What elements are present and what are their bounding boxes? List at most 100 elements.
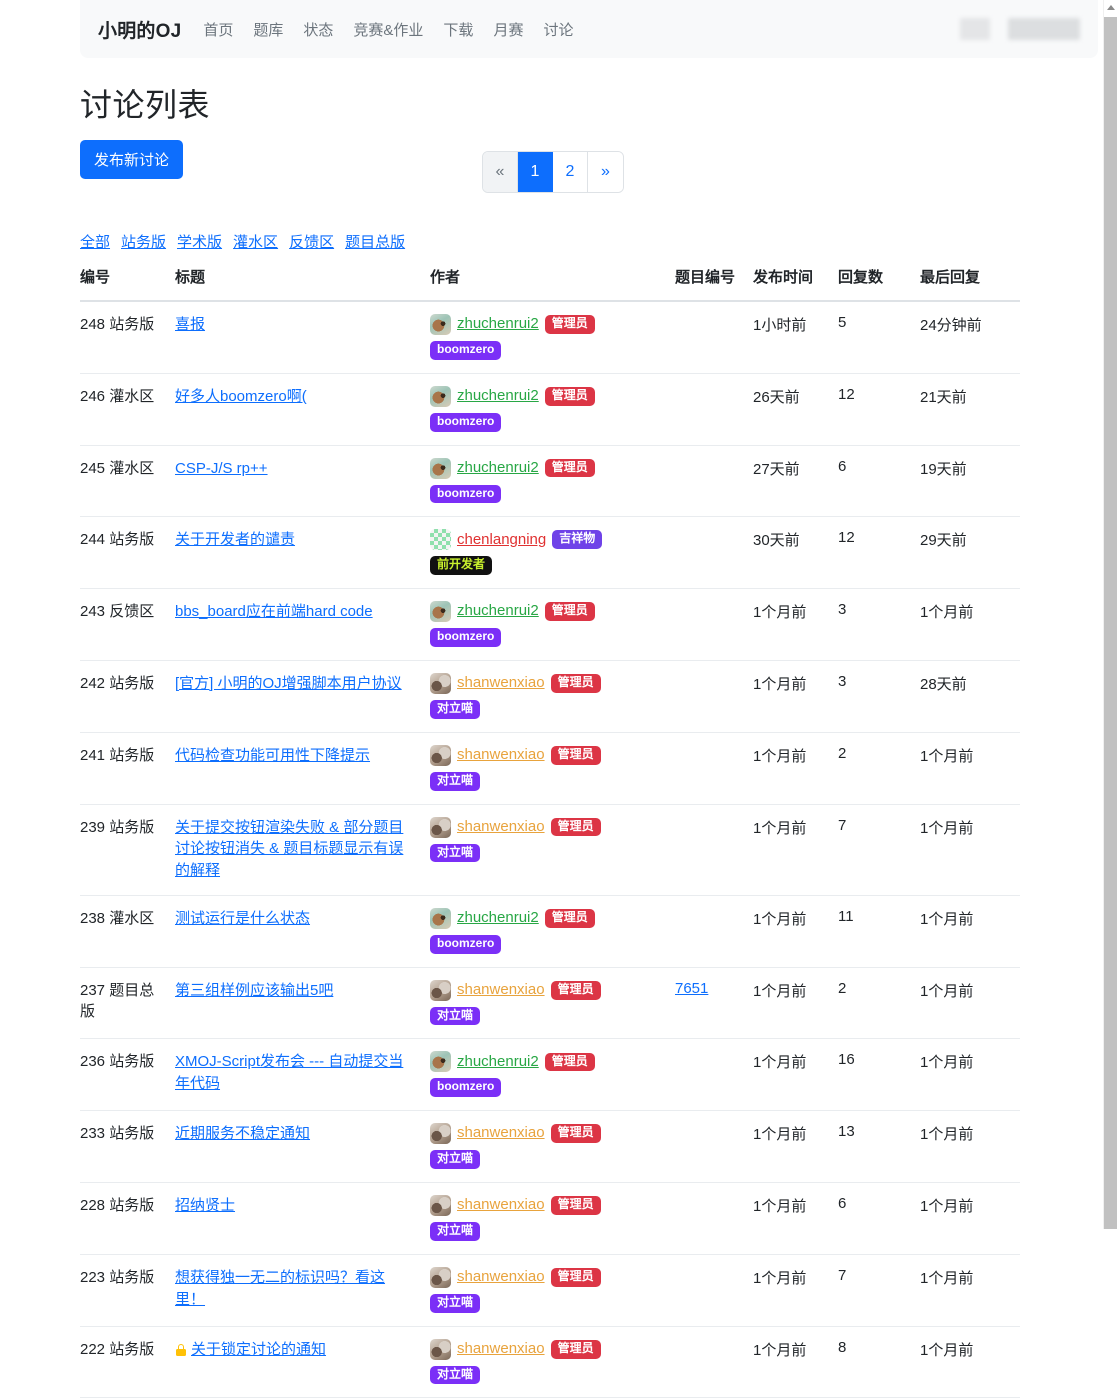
cell-title: CSP-J/S rp++ (175, 445, 430, 518)
cell-reply-count: 8 (838, 1326, 920, 1398)
nav-link-problems[interactable]: 题库 (253, 21, 284, 39)
discussion-title-link[interactable]: 好多人boomzero啊( (175, 387, 307, 405)
discussion-title-link[interactable]: XMOJ-Script发布会 --- 自动提交当年代码 (175, 1053, 404, 1093)
cell-last-reply: 19天前 (920, 445, 1020, 518)
cell-created-time: 30天前 (753, 516, 838, 590)
author-username-link[interactable]: zhuchenrui2 (457, 909, 539, 927)
discussion-title-link[interactable]: [官方] 小明的OJ增强脚本用户协议 (175, 674, 402, 692)
author-username-link[interactable]: zhuchenrui2 (457, 458, 539, 476)
author-block: zhuchenrui2 管理员 boomzero (430, 601, 675, 647)
author-username-link[interactable]: zhuchenrui2 (457, 315, 539, 333)
avatar (430, 314, 451, 335)
author-username-link[interactable]: shanwenxiao (457, 1339, 545, 1357)
pagination-page-2[interactable]: 2 (553, 152, 588, 192)
category-filter-academic[interactable]: 学术版 (177, 234, 223, 251)
cell-author: zhuchenrui2 管理员 boomzero (430, 301, 675, 374)
category-filter-offtopic[interactable]: 灌水区 (233, 234, 279, 251)
discussion-title-link[interactable]: 关于提交按钮渲染失败 & 部分题目讨论按钮消失 & 题目标题显示有误的解释 (175, 818, 404, 880)
table-row: 243 反馈区 bbs_board应在前端hard code zhuchenrui2… (80, 588, 1020, 661)
cell-reply-count: 5 (838, 301, 920, 374)
discussion-title-link[interactable]: 想获得独一无二的标识吗？看这里！ (175, 1268, 386, 1308)
author-username-link[interactable]: chenlangning (457, 530, 547, 548)
discussion-title-link[interactable]: 喜报 (175, 316, 206, 333)
cell-problem-id (675, 445, 753, 518)
discussion-title-link[interactable]: bbs_board应在前端hard code (175, 603, 373, 621)
discussion-title-link[interactable]: 关于开发者的谴责 (175, 531, 296, 549)
author-custom-badge: boomzero (430, 934, 502, 954)
cell-problem-id: 7651 (675, 967, 753, 1040)
problem-id-link[interactable]: 7651 (675, 979, 709, 997)
author-username-link[interactable]: shanwenxiao (457, 674, 545, 692)
discussion-title-link[interactable]: 测试运行是什么状态 (175, 909, 311, 927)
navbar-obscured-item-2[interactable] (1008, 18, 1080, 40)
cell-author: shanwenxiao 管理员 对立喵 (430, 660, 675, 733)
cell-created-time: 1个月前 (753, 1110, 838, 1184)
author-name-row: zhuchenrui2 管理员 (430, 601, 675, 623)
cell-id: 233 站务版 (80, 1110, 175, 1184)
author-username-link[interactable]: zhuchenrui2 (457, 602, 539, 620)
cell-last-reply: 1个月前 (920, 1038, 1020, 1112)
navbar-obscured-item-1[interactable] (960, 18, 990, 40)
col-header-replies: 回复数 (838, 266, 920, 302)
avatar (430, 744, 451, 766)
cell-last-reply: 24分钟前 (920, 301, 1020, 374)
cell-id: 242 站务版 (80, 660, 175, 733)
cell-last-reply: 21天前 (920, 373, 1020, 446)
cell-last-reply: 1个月前 (920, 588, 1020, 661)
cell-title: 代码检查功能可用性下降提示 (175, 732, 430, 805)
pagination-prev[interactable]: « (483, 152, 518, 192)
cell-created-time: 1个月前 (753, 967, 838, 1040)
author-username-link[interactable]: shanwenxiao (457, 1196, 545, 1214)
category-filter-site[interactable]: 站务版 (121, 234, 167, 251)
cell-reply-count: 2 (838, 967, 920, 1040)
scrollbar-thumb[interactable] (1104, 17, 1117, 1229)
cell-id: 222 站务版 (80, 1326, 175, 1398)
author-username-link[interactable]: shanwenxiao (457, 1124, 545, 1142)
discussion-title-link[interactable]: 关于锁定讨论的通知 (191, 1340, 327, 1358)
nav-link-home[interactable]: 首页 (203, 21, 234, 39)
author-username-link[interactable]: shanwenxiao (457, 817, 545, 835)
avatar (430, 601, 451, 623)
discussion-title-link[interactable]: 第三组样例应该输出5吧 (175, 981, 334, 999)
nav-link-status[interactable]: 状态 (303, 21, 334, 39)
cell-author: shanwenxiao 管理员 对立喵 (430, 732, 675, 805)
pagination-next[interactable]: » (588, 152, 623, 192)
discussion-title-link[interactable]: 代码检查功能可用性下降提示 (175, 746, 371, 764)
scroll-up-arrow-icon[interactable] (1107, 5, 1115, 10)
cell-author: shanwenxiao 管理员 对立喵 (430, 1326, 675, 1398)
author-role-badge: 管理员 (544, 315, 595, 334)
author-username-link[interactable]: shanwenxiao (457, 980, 545, 998)
col-header-problem-id: 题目编号 (675, 266, 753, 302)
discussion-title-link[interactable]: 招纳贤士 (175, 1197, 236, 1215)
author-username-link[interactable]: shanwenxiao (457, 1268, 545, 1286)
new-discussion-button[interactable]: 发布新讨论 (80, 140, 184, 179)
nav-link-contests[interactable]: 竞赛&作业 (353, 21, 424, 39)
table-row: 241 站务版 代码检查功能可用性下降提示 shanwenxiao 管理员 对立喵 1个月… (80, 732, 1020, 805)
cell-id: 243 反馈区 (80, 588, 175, 661)
cell-created-time: 1个月前 (753, 1326, 838, 1398)
cell-reply-count: 6 (838, 1182, 920, 1255)
category-filter-problems[interactable]: 题目总版 (345, 234, 406, 251)
cell-title: 关于开发者的谴责 (175, 516, 430, 590)
category-filter-feedback[interactable]: 反馈区 (289, 234, 335, 251)
vertical-scrollbar[interactable] (1103, 0, 1118, 1229)
nav-link-monthly[interactable]: 月赛 (493, 21, 524, 39)
discussion-title-link[interactable]: 近期服务不稳定通知 (175, 1125, 311, 1143)
category-filter-all[interactable]: 全部 (80, 234, 111, 251)
nav-link-discuss[interactable]: 讨论 (543, 21, 574, 39)
cell-title: XMOJ-Script发布会 --- 自动提交当年代码 (175, 1038, 430, 1112)
cell-last-reply: 1个月前 (920, 732, 1020, 805)
author-name-row: shanwenxiao 管理员 (430, 672, 675, 694)
site-brand[interactable]: 小明的OJ (98, 20, 182, 42)
avatar (430, 672, 451, 694)
cell-problem-id (675, 895, 753, 968)
author-username-link[interactable]: zhuchenrui2 (457, 387, 539, 405)
cell-author: zhuchenrui2 管理员 boomzero (430, 895, 675, 968)
author-name-row: shanwenxiao 管理员 (430, 1338, 675, 1360)
author-username-link[interactable]: shanwenxiao (457, 746, 545, 764)
nav-link-download[interactable]: 下载 (443, 21, 474, 39)
avatar (430, 1338, 451, 1360)
discussion-title-link[interactable]: CSP-J/S rp++ (175, 459, 268, 477)
author-username-link[interactable]: zhuchenrui2 (457, 1052, 539, 1070)
pagination-page-1[interactable]: 1 (518, 152, 553, 192)
